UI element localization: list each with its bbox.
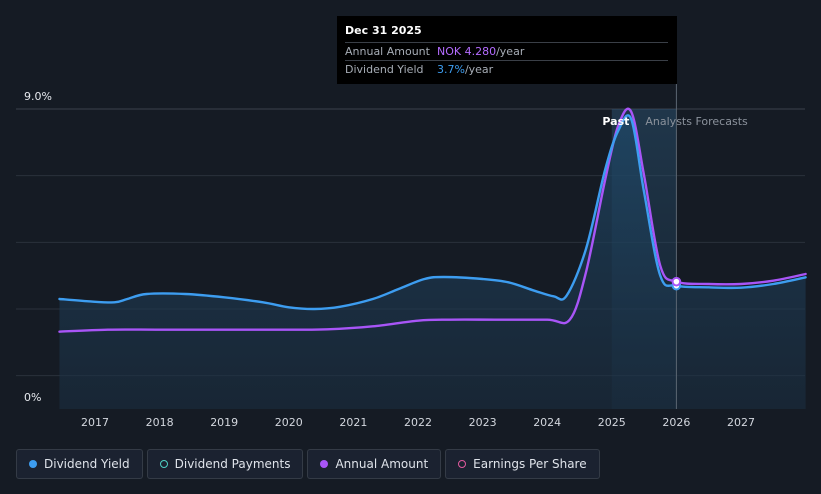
tooltip-date: Dec 31 2025 <box>345 24 422 37</box>
earnings-per-share-ring-icon <box>458 460 467 468</box>
x-tick-label: 2020 <box>275 416 303 429</box>
dividend-yield-dot-icon <box>29 460 37 468</box>
x-tick-label: 2022 <box>404 416 432 429</box>
legend-label: Earnings Per Share <box>473 457 587 471</box>
dividend-yield-line <box>58 114 807 311</box>
tooltip-row-annual-amount: Annual Amount NOK 4.280/year <box>345 42 668 60</box>
annual-amount-dot-icon <box>320 460 329 468</box>
x-tick-label: 2018 <box>146 416 174 429</box>
chart-legend: Dividend Yield Dividend Payments Annual … <box>16 449 600 481</box>
x-tick-label: 2023 <box>469 416 497 429</box>
analysts-forecasts-label: Analysts Forecasts <box>645 115 748 128</box>
tooltip-value: NOK 4.280/year <box>437 45 525 58</box>
legend-label: Dividend Payments <box>174 457 291 471</box>
legend-dividend-yield[interactable]: Dividend Yield <box>16 449 143 479</box>
tooltip-label: Dividend Yield <box>345 63 424 76</box>
dividend-yield-area <box>59 115 806 409</box>
x-tick-label: 2027 <box>727 416 755 429</box>
y-tick-label-min: 0% <box>24 391 41 404</box>
tooltip-value: 3.7%/year <box>437 63 494 76</box>
dividend-payments-ring-icon <box>159 460 168 468</box>
x-tick-label: 2019 <box>210 416 238 429</box>
legend-earnings-per-share[interactable]: Earnings Per Share <box>445 449 600 479</box>
legend-dividend-payments[interactable]: Dividend Payments <box>146 449 304 479</box>
x-tick-label: 2017 <box>81 416 109 429</box>
legend-label: Dividend Yield <box>44 457 130 471</box>
tooltip-label: Annual Amount <box>345 45 430 58</box>
annual-amount-hover-point <box>671 276 682 287</box>
x-tick-label: 2026 <box>662 416 690 429</box>
tooltip-row-dividend-yield: Dividend Yield 3.7%/year <box>345 60 668 78</box>
past-label: Past <box>602 115 629 128</box>
chart-tooltip: Dec 31 2025 Annual Amount NOK 4.280/year… <box>337 16 677 84</box>
dividend-chart: 2017 2018 2019 2020 2021 2022 2023 2024 2025 2026… <box>16 84 807 429</box>
legend-annual-amount[interactable]: Annual Amount <box>307 449 442 479</box>
x-tick-label: 2024 <box>533 416 561 429</box>
legend-label: Annual Amount <box>335 457 429 471</box>
x-tick-label: 2025 <box>598 416 626 429</box>
x-tick-label: 2021 <box>339 416 367 429</box>
y-tick-label-max: 9.0% <box>24 90 52 103</box>
